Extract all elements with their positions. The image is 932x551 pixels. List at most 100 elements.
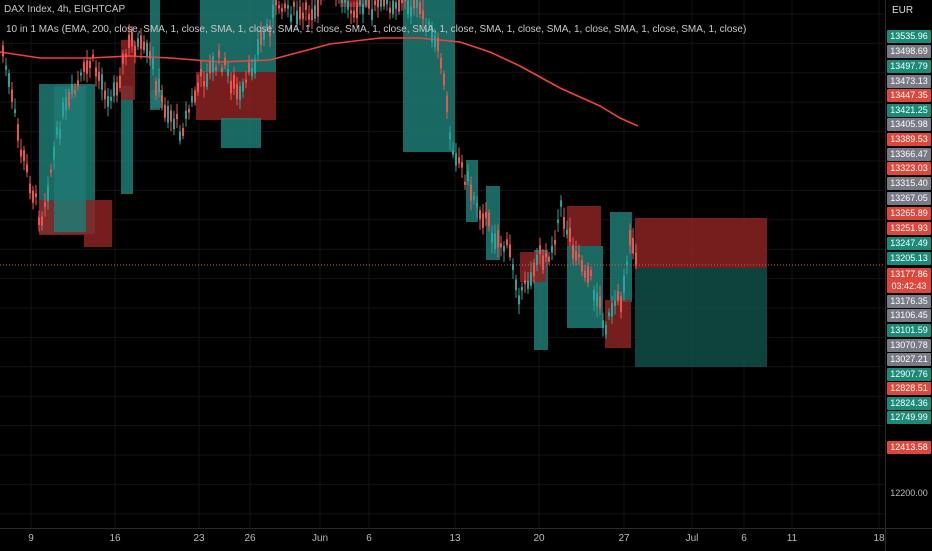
price-label: 12828.51: [887, 382, 931, 395]
candle-body: [503, 246, 505, 252]
candle-body: [290, 14, 292, 21]
zone-box: [567, 206, 601, 246]
price-label: 13247.49: [887, 237, 931, 250]
candle-body: [305, 2, 307, 9]
candle-body: [446, 96, 448, 112]
candle-body: [527, 281, 529, 289]
candle-body: [53, 147, 55, 160]
candle-body: [632, 238, 634, 254]
candle-body: [614, 301, 616, 307]
time-label: 6: [741, 533, 747, 544]
candle-body: [365, 0, 367, 5]
candle-body: [476, 203, 478, 208]
candle-body: [56, 127, 58, 135]
candle-body: [587, 266, 589, 283]
candle-body: [392, 1, 394, 15]
candle-body: [536, 255, 538, 266]
candle-body: [128, 35, 130, 48]
candle-body: [137, 38, 139, 47]
price-label: 13027.21: [887, 353, 931, 366]
candle-body: [245, 80, 247, 83]
candle-body: [236, 84, 238, 99]
candle-body: [71, 84, 73, 95]
candle-body: [110, 97, 112, 101]
candle-body: [122, 53, 124, 63]
time-label: 16: [109, 533, 120, 544]
indicator-legend[interactable]: 10 in 1 MAs (EMA, 200, close, SMA, 1, cl…: [6, 24, 746, 35]
candle-body: [257, 39, 259, 55]
candle-body: [611, 303, 613, 317]
price-label: 13366.47: [887, 148, 931, 161]
candle-body: [77, 80, 79, 86]
candle-body: [89, 61, 91, 68]
candle-body: [59, 129, 61, 138]
candle-body: [371, 9, 373, 20]
candle-body: [626, 262, 628, 265]
candle-body: [221, 68, 223, 72]
candlestick-chart[interactable]: [0, 0, 885, 528]
candle-body: [287, 5, 289, 8]
zone-box: [54, 86, 86, 232]
candle-body: [32, 191, 34, 203]
candle-body: [563, 217, 565, 229]
price-label: 13267.05: [887, 192, 931, 205]
candle-body: [68, 92, 70, 107]
candle-body: [248, 63, 250, 73]
candle-body: [542, 256, 544, 270]
candle-body: [62, 102, 64, 116]
candle-body: [437, 37, 439, 51]
candle-body: [293, 2, 295, 7]
candle-body: [224, 58, 226, 66]
symbol-legend[interactable]: DAX Index, 4h, EIGHTCAP: [4, 4, 125, 15]
candle-body: [227, 69, 229, 76]
candle-body: [515, 280, 517, 291]
candle-body: [554, 240, 556, 244]
candle-body: [149, 51, 151, 59]
candle-body: [209, 62, 211, 74]
candle-body: [311, 9, 313, 20]
candle-body: [401, 0, 403, 3]
candle-body: [569, 228, 571, 242]
candle-body: [317, 0, 319, 17]
currency-label[interactable]: EUR: [892, 5, 913, 16]
candle-body: [629, 230, 631, 245]
price-label: 12413.58: [887, 441, 931, 454]
candle-body: [254, 59, 256, 73]
candle-body: [8, 73, 10, 87]
candle-body: [518, 295, 520, 304]
price-label: 13265.89: [887, 207, 931, 220]
candle-body: [104, 91, 106, 100]
chart-area[interactable]: DAX Index, 4h, EIGHTCAP 10 in 1 MAs (EMA…: [0, 0, 885, 528]
candle-body: [302, 13, 304, 19]
candle-body: [155, 81, 157, 95]
candle-body: [500, 243, 502, 247]
candle-body: [206, 74, 208, 88]
candle-body: [386, 0, 388, 4]
price-label: 12824.36: [887, 397, 931, 410]
price-label: 12749.99: [887, 411, 931, 424]
price-label: 13421.25: [887, 104, 931, 117]
candle-body: [341, 0, 343, 3]
candle-body: [530, 272, 532, 285]
time-label: 11: [787, 533, 797, 544]
candle-body: [281, 8, 283, 11]
candle-body: [197, 83, 199, 92]
candle-body: [125, 54, 127, 57]
candle-body: [440, 58, 442, 69]
candle-body: [188, 109, 190, 113]
candle-body: [623, 276, 625, 293]
candle-body: [218, 51, 220, 58]
candle-body: [83, 62, 85, 72]
candle-body: [455, 153, 457, 166]
candle-body: [452, 150, 454, 155]
candle-body: [488, 213, 490, 227]
price-label: 13205.13: [887, 252, 931, 265]
time-axis[interactable]: [0, 528, 885, 551]
candle-body: [98, 72, 100, 81]
candle-body: [152, 57, 154, 69]
zone-box: [635, 268, 767, 367]
price-label: 13497.79: [887, 60, 931, 73]
price-label: 13070.78: [887, 339, 931, 352]
candle-body: [74, 90, 76, 94]
candle-body: [410, 6, 412, 16]
